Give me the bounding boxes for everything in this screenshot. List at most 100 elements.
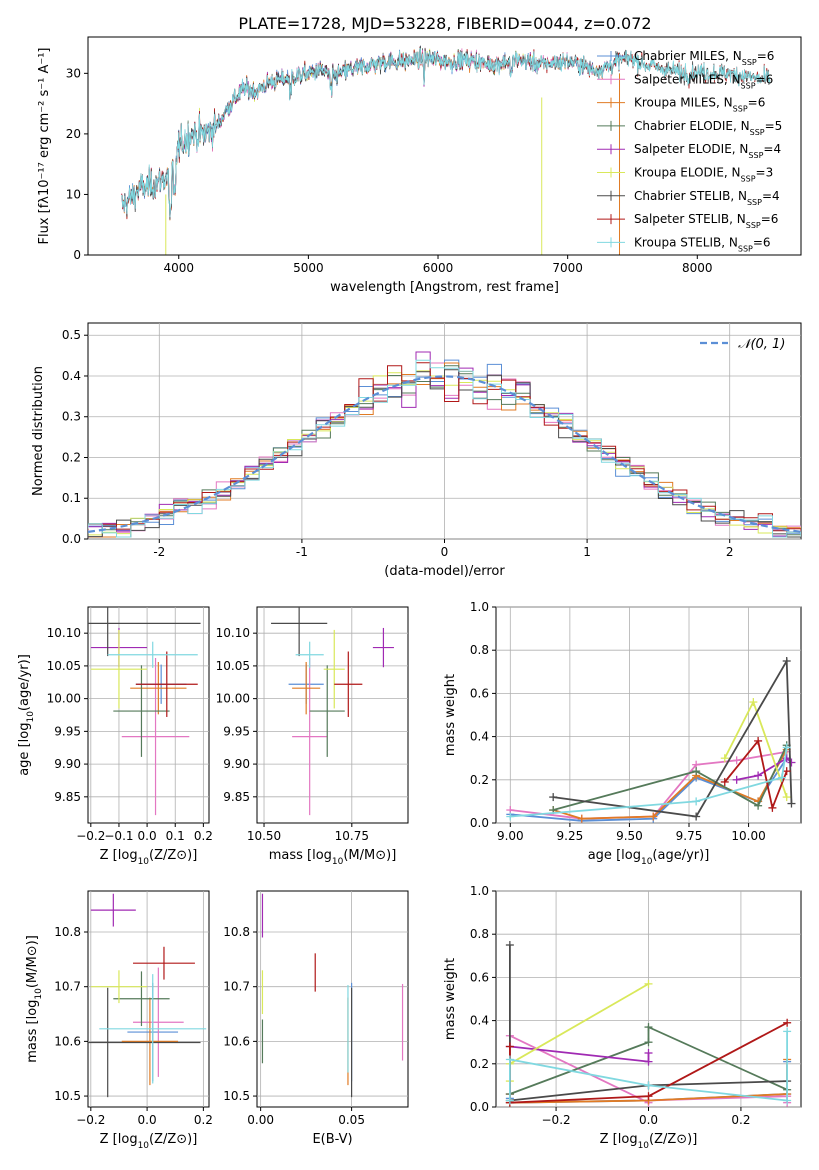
error-bars — [88, 893, 207, 1098]
y-tick-label: 0.0 — [62, 532, 81, 546]
x-axis-label: Z [log10(Z/Z⊙)] — [100, 848, 198, 867]
x-tick-label: 5000 — [293, 261, 324, 275]
x-tick-label: 8000 — [682, 261, 713, 275]
x-tick-label: 9.50 — [616, 829, 643, 843]
weight-line-chabrier-stelib — [509, 945, 788, 1102]
x-tick-label: 0.00 — [247, 1113, 274, 1127]
spectrum-lines — [121, 45, 771, 255]
legend-entry: Chabrier ELODIE, NSSP=5 — [634, 119, 782, 137]
weight-vs-age-panel: 9.00 9.25 9.50 9.75 10.00 0.0 0.2 0.4 0.6 0.8 1.0 a… — [443, 600, 802, 867]
y-axis-label: age [log10(age/yr)] — [17, 654, 36, 776]
y-tick-label: 0.8 — [470, 643, 489, 657]
weight-line-kroupa-elodie — [509, 983, 649, 1082]
histogram-kroupa-stelib — [88, 359, 801, 538]
x-tick-label: 9.25 — [557, 829, 584, 843]
axes-frame — [87, 36, 802, 256]
legend-entry: Kroupa ELODIE, NSSP=3 — [634, 166, 773, 184]
y-tick-label: 0.2 — [470, 773, 489, 787]
weight-line-chabrier-elodie — [509, 1025, 788, 1095]
y-tick-label: 9.95 — [54, 724, 81, 738]
mass-vs-ebv-panel: 0.00 0.05 10.5 10.6 10.7 10.8 E(B-V) — [223, 890, 409, 1147]
spectrum-line-kroupa-stelib — [121, 47, 771, 218]
x-tick-label: 0 — [441, 545, 449, 559]
weight-line-chabrier-miles — [510, 757, 788, 822]
axes-frame — [256, 890, 409, 1108]
axes-frame — [87, 890, 210, 1108]
error-bars — [88, 607, 201, 816]
legend-entry: Salpeter ELODIE, NSSP=4 — [634, 142, 781, 160]
y-tick-label: 10.7 — [223, 980, 250, 994]
y-tick-label: 0.4 — [470, 1014, 489, 1028]
y-tick-label: 0.4 — [62, 369, 81, 383]
x-tick-label: 0.2 — [194, 1113, 213, 1127]
axes-frame — [256, 606, 409, 824]
x-tick-label: 9.75 — [676, 829, 703, 843]
x-axis-label: wavelength [Angstrom, rest frame] — [330, 280, 559, 295]
y-tick-label: 10.00 — [47, 692, 81, 706]
x-axis-label: E(B-V) — [312, 1132, 352, 1147]
residuals-panel: -2 -1 0 1 2 0.0 0.1 0.2 0.3 0.4 0.5 (data-model)/er… — [31, 322, 802, 579]
y-tick-label: 10.6 — [54, 1034, 81, 1048]
y-tick-label: 10.5 — [223, 1089, 250, 1103]
x-tick-label: 0.0 — [138, 829, 157, 843]
y-tick-label: 0.4 — [470, 730, 489, 744]
histogram-steps — [88, 351, 801, 538]
y-tick-label: 10.6 — [223, 1034, 250, 1048]
y-tick-label: 10.10 — [216, 626, 250, 640]
weight-line-salpeter-elodie — [509, 1045, 650, 1063]
y-tick-label: 0 — [73, 248, 81, 262]
y-tick-label: 10.05 — [47, 659, 81, 673]
x-tick-label: 4000 — [163, 261, 194, 275]
legend-entry: 𝒩(0, 1) — [738, 337, 785, 352]
figure-title: PLATE=1728, MJD=53228, FIBERID=0044, z=0… — [238, 14, 651, 33]
weight-line-salpeter-stelib — [724, 738, 788, 812]
x-tick-label: 0.2 — [731, 1113, 750, 1127]
legend-entry: Chabrier STELIB, NSSP=4 — [634, 189, 780, 207]
x-tick-label: 0.0 — [138, 1113, 157, 1127]
spectrum-panel: 4000 5000 6000 7000 8000 0 10 20 30 wavelength [A… — [37, 36, 802, 295]
legend-entry: Salpeter STELIB, NSSP=6 — [634, 212, 778, 230]
x-tick-label: 10.00 — [731, 829, 765, 843]
spectrum-line-kroupa-elodie — [165, 48, 542, 220]
y-tick-label: 10.8 — [223, 925, 250, 939]
weight-line-chabrier-elodie — [552, 744, 788, 811]
weight-lines — [506, 657, 796, 823]
y-tick-label: 10.5 — [54, 1089, 81, 1103]
x-tick-label: 9.00 — [497, 829, 524, 843]
x-axis-label: (data-model)/error — [384, 564, 505, 579]
legend-entry: Kroupa STELIB, NSSP=6 — [634, 235, 771, 253]
weight-line-kroupa-elodie — [723, 699, 788, 798]
x-tick-label: 0.1 — [166, 829, 185, 843]
y-tick-label: 10 — [66, 187, 81, 201]
weight-line-salpeter-miles — [510, 750, 787, 820]
y-tick-label: 10.8 — [54, 925, 81, 939]
y-tick-label: 1.0 — [470, 884, 489, 898]
x-axis-label: Z [log10(Z/Z⊙)] — [100, 1132, 198, 1151]
y-tick-label: 9.90 — [223, 757, 250, 771]
x-tick-label: 0.2 — [194, 829, 213, 843]
weight-line-kroupa-miles — [552, 749, 788, 820]
y-tick-label: 0.6 — [470, 970, 489, 984]
y-axis-label: mass weight — [443, 958, 458, 1040]
error-bars — [271, 607, 394, 816]
x-tick-label: 2 — [726, 545, 734, 559]
weight-line-kroupa-stelib — [510, 747, 788, 818]
y-tick-label: 0.0 — [470, 816, 489, 830]
weight-line-salpeter-elodie — [736, 757, 793, 781]
y-axis-label: mass [log10(M/M⊙)] — [25, 935, 44, 1063]
x-tick-label: −0.2 — [76, 829, 105, 843]
weight-vs-metallicity-panel: −0.2 0.0 0.2 0.0 0.2 0.4 0.6 0.8 1.0 Z [log10(Z/Z… — [443, 884, 802, 1151]
y-tick-label: 0.6 — [470, 686, 489, 700]
y-tick-label: 10.7 — [54, 980, 81, 994]
spectrum-line-chabrier-elodie — [165, 47, 543, 220]
y-tick-label: 10.00 — [216, 692, 250, 706]
x-axis-label: age [log10(age/yr)] — [588, 848, 710, 867]
x-axis-label: mass [log10(M/M⊙)] — [269, 848, 397, 867]
y-tick-label: 0.0 — [470, 1100, 489, 1114]
x-tick-label: 0.05 — [338, 1113, 365, 1127]
weight-lines — [505, 941, 792, 1107]
error-bars — [261, 893, 404, 1098]
x-tick-label: -1 — [296, 545, 308, 559]
x-tick-label: 6000 — [423, 261, 454, 275]
